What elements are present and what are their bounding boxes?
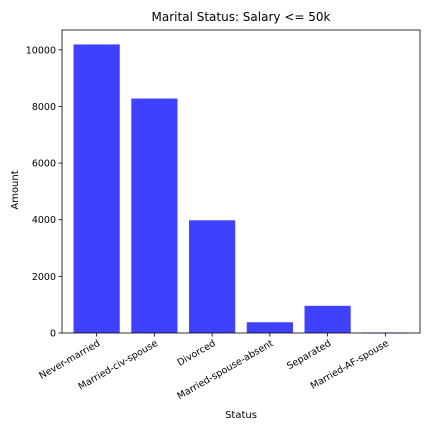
y-tick-label: 4000 — [32, 215, 56, 226]
y-tick-label: 0 — [50, 329, 56, 340]
bar-divorced — [189, 220, 236, 333]
plot-frame — [61, 29, 421, 334]
bar-married-spouse-absent — [246, 322, 293, 333]
bars-layer — [73, 44, 409, 334]
bar-married-civ-spouse — [131, 98, 178, 334]
x-axis-label: Status — [225, 410, 257, 421]
bar-never-married — [73, 44, 120, 334]
chart-title: Marital Status: Salary <= 50k — [152, 10, 331, 24]
y-tick-label: 10000 — [26, 45, 56, 56]
y-ticks-layer: 0 2000 4000 6000 8000 10000 — [26, 45, 62, 340]
y-axis-label: Amount — [10, 170, 21, 209]
y-tick-label: 2000 — [32, 272, 56, 283]
y-tick-label: 8000 — [32, 102, 56, 113]
bar-separated — [304, 305, 351, 333]
y-tick-label: 6000 — [32, 159, 56, 170]
